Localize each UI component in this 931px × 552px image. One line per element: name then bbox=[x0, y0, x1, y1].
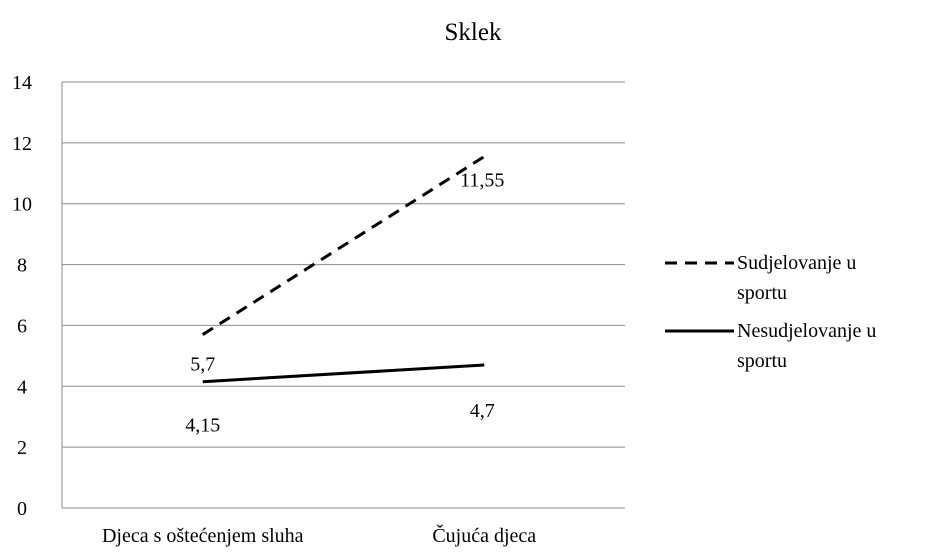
legend-label-line: Nesudjelovanje u bbox=[737, 320, 876, 342]
chart-title: Sklek bbox=[445, 19, 502, 46]
y-tick-label: 4 bbox=[17, 376, 27, 398]
x-tick-label: Djeca s oštećenjem sluha bbox=[102, 525, 304, 547]
legend: Sudjelovanje u sportu Nesudjelovanje u spor… bbox=[665, 252, 876, 372]
data-label: 4,15 bbox=[185, 415, 220, 437]
series-line-1 bbox=[201, 155, 486, 336]
gridlines bbox=[61, 81, 625, 509]
y-tick-label: 10 bbox=[12, 194, 32, 216]
y-tick-label: 14 bbox=[12, 72, 32, 94]
data-labels: 5,7 11,55 4,15 4,7 bbox=[185, 170, 504, 437]
data-label: 5,7 bbox=[190, 354, 215, 376]
y-tick-label: 8 bbox=[17, 255, 27, 277]
legend-label: Nesudjelovanje u sportu bbox=[737, 320, 876, 372]
legend-label-line: sportu bbox=[737, 350, 787, 372]
legend-label: Sudjelovanje u sportu bbox=[737, 252, 856, 304]
data-label: 11,55 bbox=[460, 170, 504, 192]
series-lines bbox=[201, 155, 486, 384]
legend-label-line: sportu bbox=[737, 282, 787, 304]
y-axis-ticks: 0 2 4 6 8 10 12 14 bbox=[12, 72, 32, 520]
y-tick-label: 6 bbox=[17, 315, 27, 337]
series-line-2 bbox=[202, 363, 485, 384]
y-tick-label: 2 bbox=[17, 437, 27, 459]
legend-label-line: Sudjelovanje u bbox=[737, 252, 856, 274]
x-tick-label: Čujuća djeca bbox=[432, 523, 536, 547]
y-tick-label: 0 bbox=[17, 498, 27, 520]
y-tick-label: 12 bbox=[12, 133, 32, 155]
x-axis-ticks: Djeca s oštećenjem sluha Čujuća djeca bbox=[102, 523, 536, 547]
data-label: 4,7 bbox=[470, 400, 495, 422]
